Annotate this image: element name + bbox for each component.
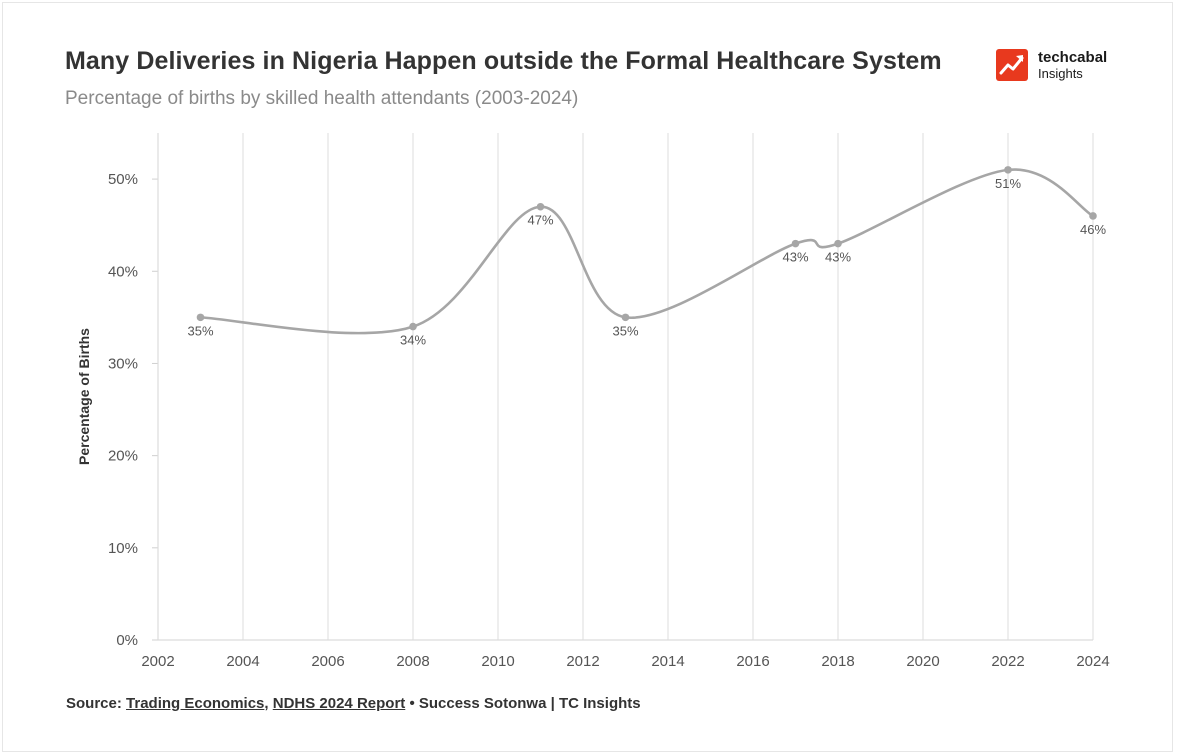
series-line	[199, 168, 1095, 335]
data-point	[791, 239, 800, 248]
data-point	[834, 239, 842, 248]
data-label: 51%	[995, 176, 1021, 191]
data-label: 47%	[527, 213, 553, 228]
source-link-ndhs-report[interactable]: NDHS 2024 Report	[272, 695, 406, 712]
x-tick-label: 2006	[311, 653, 344, 670]
y-tick-label: 20%	[108, 448, 138, 465]
x-tick-label: 2002	[141, 653, 174, 670]
data-label: 34%	[400, 333, 426, 348]
source-link-trading-economics[interactable]: Trading Economics	[126, 695, 265, 712]
x-tick-label: 2008	[396, 653, 429, 670]
logo-subtitle: Insights	[1038, 66, 1083, 81]
data-point	[621, 313, 630, 322]
source-line: Source: Trading Economics, NDHS 2024 Rep…	[66, 695, 641, 712]
x-tick-label: 2020	[906, 653, 939, 670]
source-credit: • Success Sotonwa | TC Insights	[405, 695, 641, 712]
gridlines	[242, 133, 1094, 640]
y-tick-label: 0%	[116, 632, 138, 649]
x-tick-label: 2022	[991, 653, 1024, 670]
x-tick-label: 2014	[651, 653, 684, 670]
axes: 2002 2004 2006 2008 2010 2012 2014 2016 2018 2020…	[108, 133, 1110, 670]
x-tick-label: 2004	[226, 653, 259, 670]
chart-title: Many Deliveries in Nigeria Happen outsid…	[65, 47, 942, 75]
data-point	[536, 202, 545, 211]
y-axis-label: Percentage of Births	[76, 328, 92, 465]
x-tick-label: 2018	[821, 653, 854, 670]
source-prefix: Source:	[66, 695, 127, 712]
chart-subtitle: Percentage of births by skilled health a…	[65, 88, 579, 109]
x-tick-label: 2024	[1076, 653, 1109, 670]
y-tick-label: 50%	[108, 171, 138, 188]
data-point	[1004, 166, 1012, 174]
x-tick-label: 2012	[566, 653, 599, 670]
techcabal-logo[interactable]: techcabal Insights	[996, 49, 1126, 85]
logo-name: techcabal	[1038, 49, 1108, 66]
line-chart: 2002 2004 2006 2008 2010 2012 2014 2016 2018 2020…	[76, 133, 1110, 670]
series-line-group	[199, 168, 1095, 335]
x-tick-label: 2010	[481, 653, 514, 670]
data-point	[409, 322, 417, 331]
data-points	[196, 166, 1097, 331]
x-tick-label: 2016	[736, 653, 769, 670]
trend-arrow-icon	[996, 49, 1028, 81]
data-label: 46%	[1080, 222, 1106, 237]
data-label: 43%	[782, 250, 808, 265]
y-tick-label: 10%	[108, 540, 138, 557]
data-label: 35%	[612, 323, 638, 338]
source-separator: ,	[264, 695, 273, 712]
data-point	[196, 313, 205, 322]
y-tick-label: 30%	[108, 355, 138, 372]
data-labels: 35% 34% 47% 35% 43% 43% 51% 46%	[187, 176, 1106, 348]
y-tick-label: 40%	[108, 263, 138, 280]
data-label: 35%	[187, 323, 213, 338]
data-label: 43%	[825, 250, 851, 265]
data-point	[1089, 212, 1097, 220]
